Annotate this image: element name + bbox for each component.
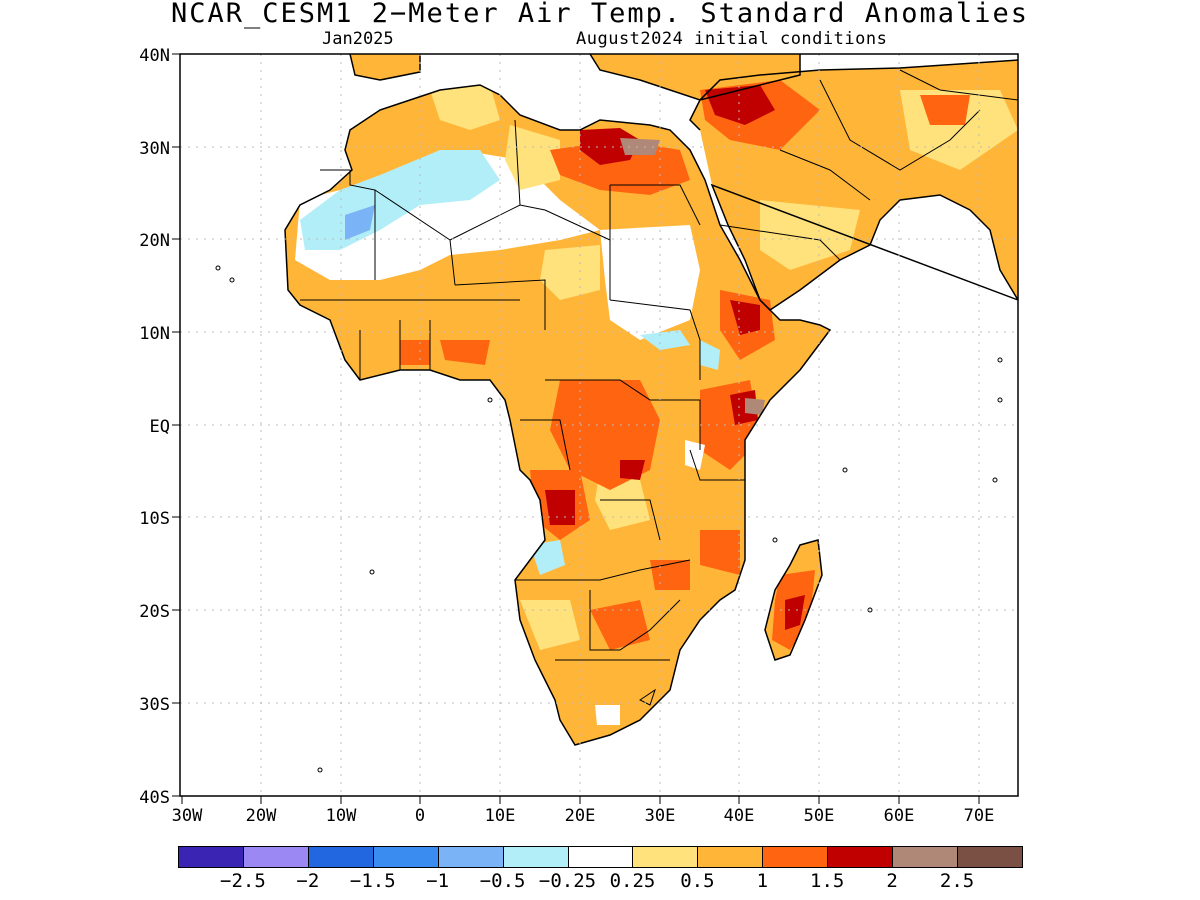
lat-label: 30N: [139, 139, 170, 159]
lon-label: 10W: [326, 806, 357, 826]
legend-swatch: [697, 846, 764, 868]
legend-swatch: [957, 846, 1023, 868]
legend-swatch: [827, 846, 894, 868]
legend-label: −2: [296, 870, 320, 892]
legend-swatch: [567, 846, 634, 868]
lon-label: 60E: [884, 806, 915, 826]
lat-label: 40N: [139, 46, 170, 66]
country-borders: [300, 69, 1018, 706]
legend-label: 1: [756, 870, 769, 892]
lon-label: 20E: [565, 806, 596, 826]
lon-label: 30E: [645, 806, 676, 826]
lon-label: 0: [415, 806, 425, 826]
legend-swatch: [892, 846, 959, 868]
lat-label: 10N: [139, 324, 170, 344]
color-legend: [178, 846, 1023, 870]
legend-swatch: [762, 846, 829, 868]
islands: [215, 265, 1003, 773]
legend-label: −1: [426, 870, 450, 892]
lon-label: 40E: [724, 806, 755, 826]
forecast-month: Jan2025: [322, 29, 394, 49]
lat-label: 20N: [139, 231, 170, 251]
legend-label: −0.25: [538, 870, 597, 892]
lat-label: 10S: [139, 509, 170, 529]
lon-label: 10E: [485, 806, 516, 826]
legend-label: −1.5: [349, 870, 396, 892]
legend-label: 0.25: [609, 870, 656, 892]
lon-ticks: [181, 796, 980, 804]
legend-swatch: [242, 846, 309, 868]
legend-label: 2.5: [939, 870, 975, 892]
lon-label: 50E: [804, 806, 835, 826]
legend-label: −2.5: [220, 870, 266, 892]
lon-labels: 30W 20W 10W 0 10E 20E 30E 40E 50E 60E 70…: [172, 806, 995, 826]
legend-label: −0.5: [479, 870, 526, 892]
legend-swatch: [307, 846, 374, 868]
legend-swatch: [502, 846, 569, 868]
lat-labels: 40N 30N 20N 10N EQ 10S 20S 30S 40S: [139, 46, 170, 808]
legend-swatch: [632, 846, 699, 868]
legend-swatch: [437, 846, 504, 868]
map-title: NCAR_CESM1 2−Meter Air Temp. Standard An…: [170, 0, 1029, 29]
lat-ticks: [172, 53, 180, 797]
lon-label: 30W: [172, 806, 203, 826]
lat-label: 20S: [139, 602, 170, 622]
legend-label: 2: [886, 870, 898, 892]
lon-label: 70E: [964, 806, 995, 826]
lat-label: 40S: [139, 788, 170, 808]
legend-swatch: [178, 846, 244, 868]
lat-label: 30S: [139, 695, 170, 715]
legend-label: 1.5: [810, 870, 845, 892]
initial-conditions: August2024 initial conditions: [576, 29, 888, 49]
lon-label: 20W: [246, 806, 277, 826]
legend-label: 0.5: [680, 870, 715, 892]
legend-swatch: [372, 846, 439, 868]
lat-label: EQ: [150, 417, 170, 437]
